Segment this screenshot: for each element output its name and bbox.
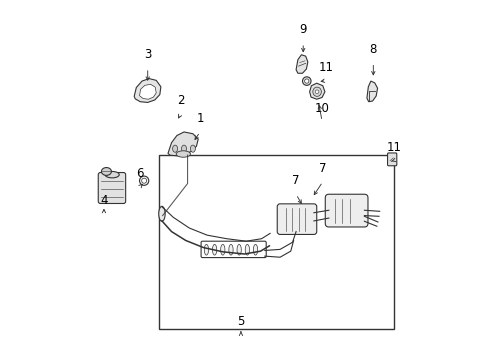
Ellipse shape	[237, 244, 241, 255]
Ellipse shape	[172, 145, 177, 152]
Polygon shape	[309, 83, 324, 99]
Text: 3: 3	[144, 48, 151, 61]
Ellipse shape	[181, 145, 186, 152]
Text: 8: 8	[369, 43, 376, 56]
Text: 5: 5	[237, 315, 244, 328]
FancyBboxPatch shape	[325, 194, 367, 227]
Text: 1: 1	[196, 112, 203, 125]
Text: 11: 11	[318, 60, 333, 73]
Ellipse shape	[159, 206, 165, 221]
Text: 9: 9	[299, 23, 306, 36]
Text: 7: 7	[292, 175, 299, 188]
FancyBboxPatch shape	[387, 153, 396, 166]
Text: 7: 7	[318, 162, 326, 175]
Polygon shape	[139, 84, 156, 99]
Ellipse shape	[315, 90, 318, 94]
Ellipse shape	[101, 167, 111, 175]
Text: 2: 2	[176, 94, 184, 107]
Text: 11: 11	[386, 141, 401, 154]
Ellipse shape	[105, 171, 119, 178]
Ellipse shape	[139, 176, 148, 185]
Ellipse shape	[204, 244, 208, 255]
Polygon shape	[134, 78, 161, 103]
Ellipse shape	[244, 244, 249, 255]
FancyBboxPatch shape	[277, 204, 316, 234]
Ellipse shape	[142, 178, 146, 183]
Text: 10: 10	[314, 102, 329, 114]
Ellipse shape	[212, 244, 216, 255]
Polygon shape	[168, 132, 198, 156]
Ellipse shape	[190, 145, 195, 152]
Ellipse shape	[176, 151, 190, 157]
Ellipse shape	[253, 244, 257, 255]
Text: 6: 6	[136, 167, 143, 180]
Ellipse shape	[220, 244, 224, 255]
Ellipse shape	[228, 244, 233, 255]
Text: 4: 4	[100, 194, 107, 207]
FancyBboxPatch shape	[98, 172, 125, 203]
Ellipse shape	[304, 79, 308, 83]
Polygon shape	[366, 81, 377, 102]
Ellipse shape	[312, 87, 321, 96]
Ellipse shape	[302, 77, 310, 85]
Polygon shape	[296, 55, 307, 73]
